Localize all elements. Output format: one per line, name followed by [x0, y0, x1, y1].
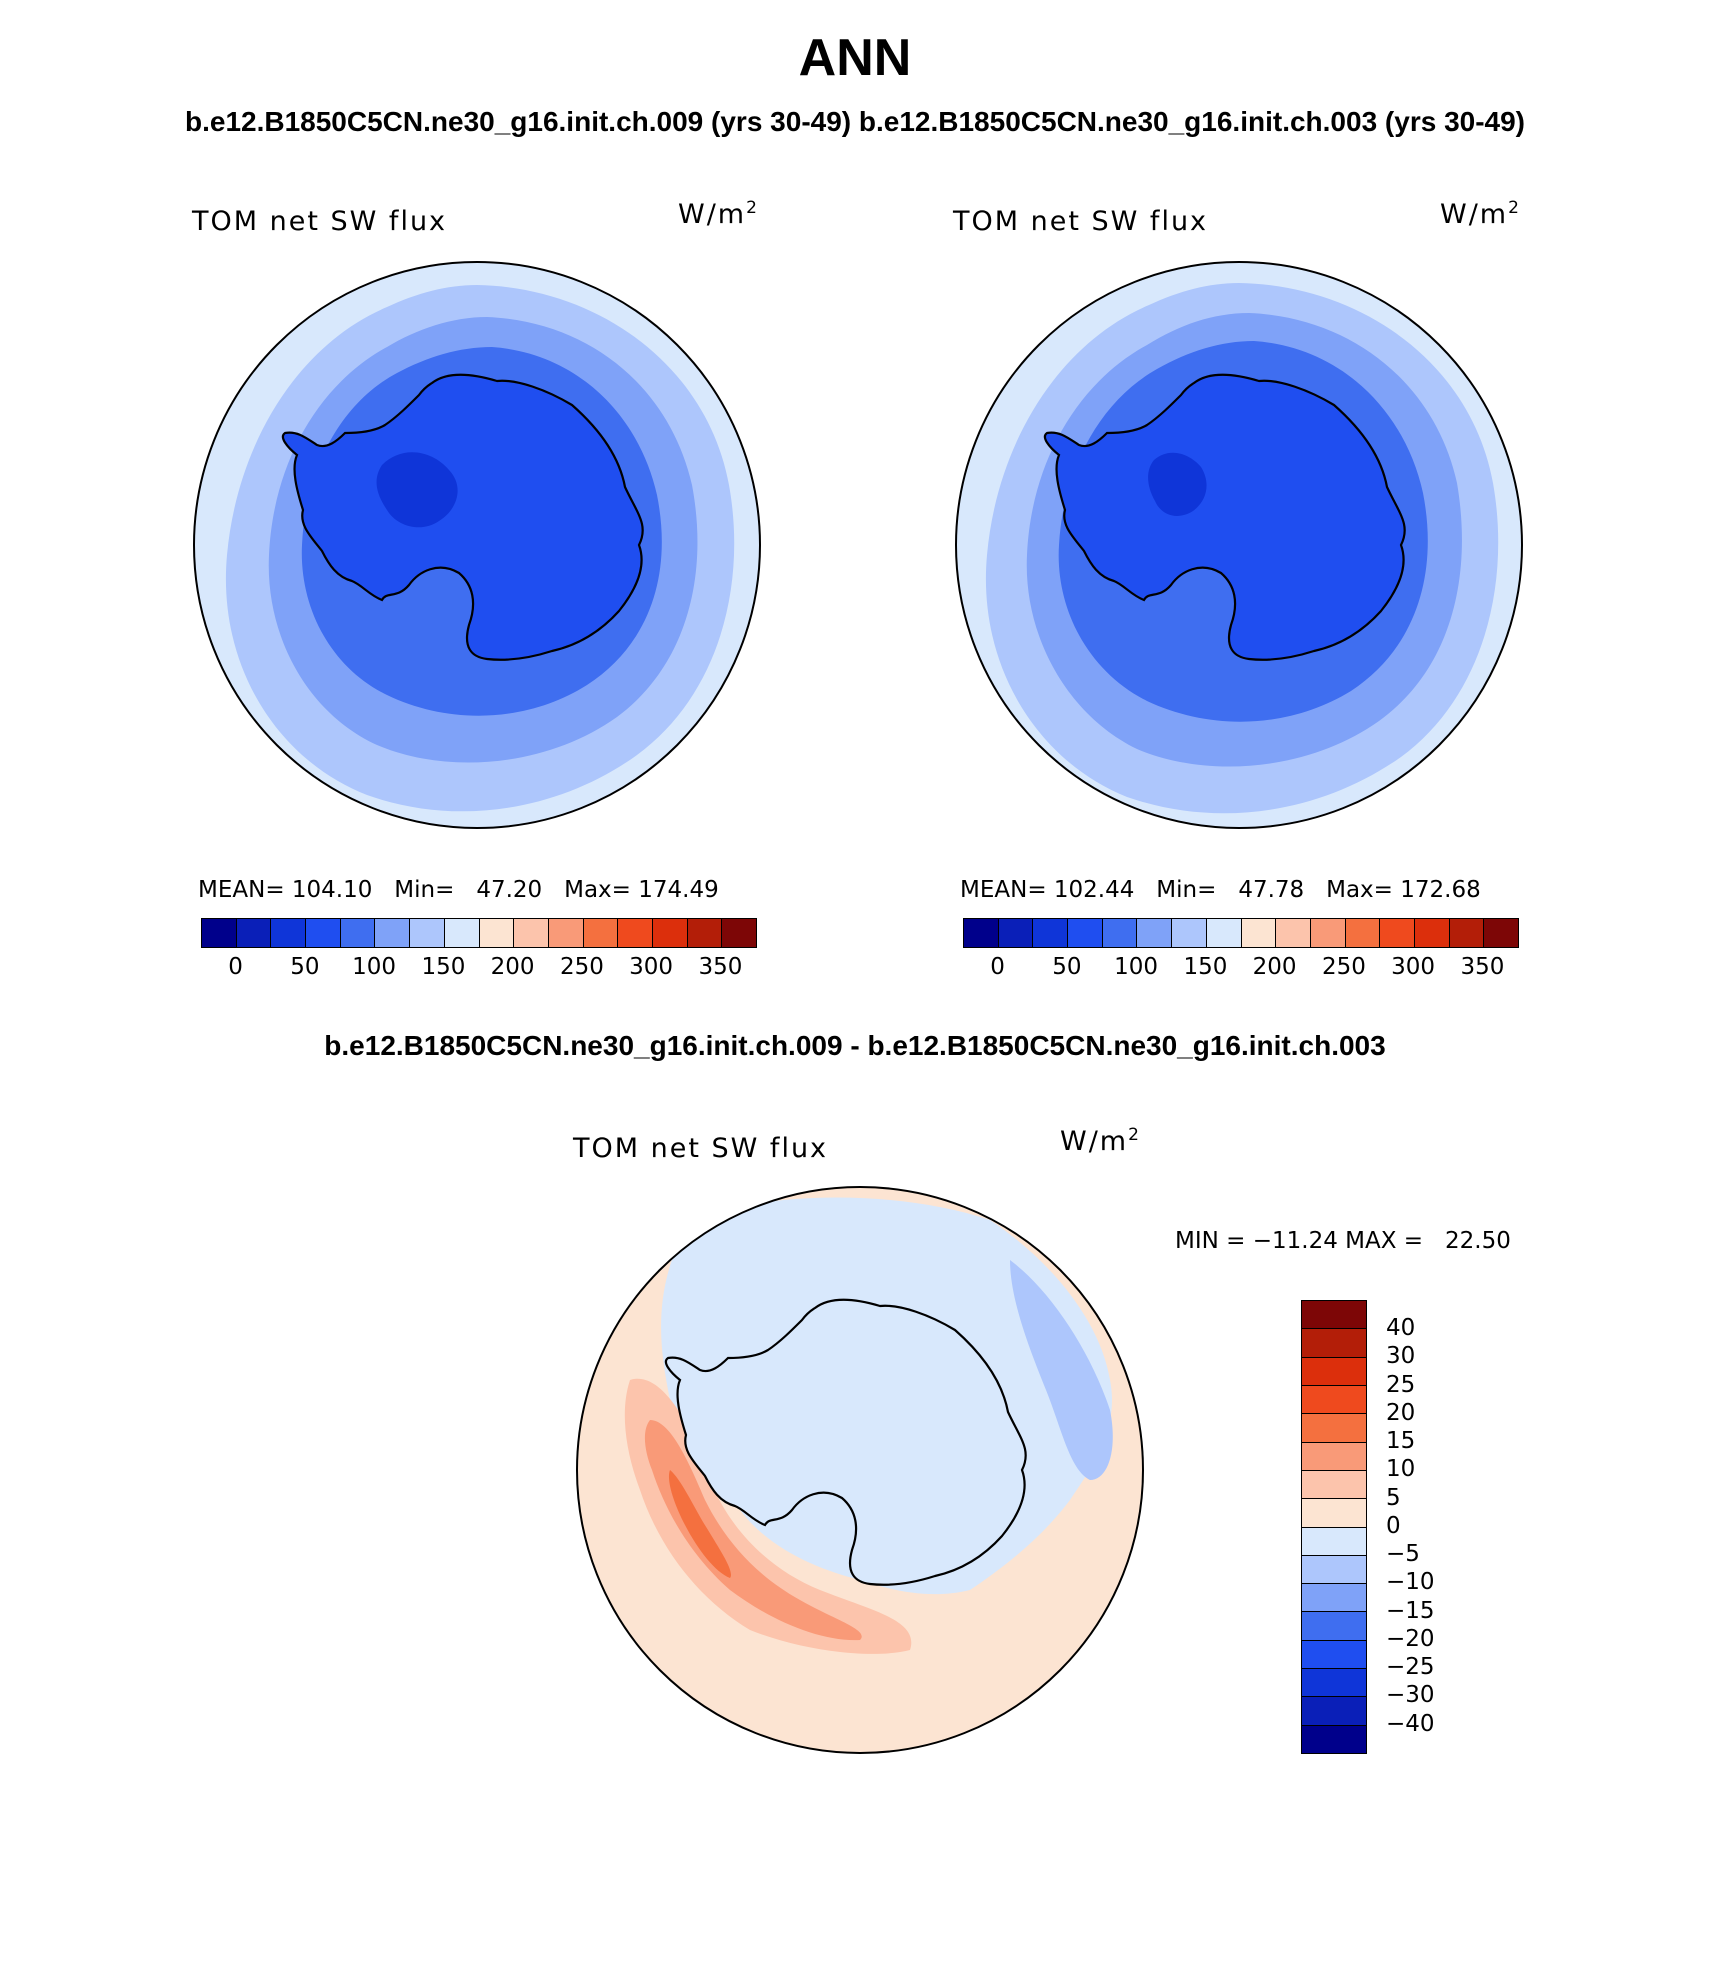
tick-label: 300 [629, 954, 674, 980]
tick-label: 200 [1252, 954, 1297, 980]
antarctica-outline [664, 1298, 1027, 1586]
tick-label: 100 [352, 954, 397, 980]
tick-label: −5 [1386, 1541, 1420, 1567]
left-units-label: W/m2 [678, 198, 759, 230]
tick-label: −25 [1386, 1654, 1435, 1680]
tick-label: 100 [1114, 954, 1159, 980]
tick-label: 250 [559, 954, 604, 980]
left-polar-map [193, 261, 761, 829]
diff-colorbar [1301, 1300, 1367, 1754]
right-units-label: W/m2 [1440, 198, 1521, 230]
tick-label: −10 [1386, 1569, 1435, 1595]
run-titles: b.e12.B1850C5CN.ne30_g16.init.ch.009 (yr… [184, 106, 1526, 137]
tick-label: 250 [1321, 954, 1366, 980]
tick-label: 150 [1183, 954, 1228, 980]
tick-label: 350 [1460, 954, 1505, 980]
figure-title: ANN [798, 29, 912, 87]
difference-title: b.e12.B1850C5CN.ne30_g16.init.ch.009 - b… [324, 1030, 1386, 1061]
tick-label: −20 [1386, 1626, 1435, 1652]
diff-band-neg10-neg5 [1010, 1260, 1113, 1480]
left-variable-label: TOM net SW flux [192, 206, 448, 237]
tick-label: 300 [1391, 954, 1436, 980]
left-colorbar [201, 918, 757, 948]
left-stats: MEAN= 104.10 Min= 47.20 Max= 174.49 [198, 877, 719, 903]
difference-polar-map [576, 1186, 1144, 1754]
tick-label: −30 [1386, 1682, 1435, 1708]
tick-label: 25 [1386, 1372, 1416, 1398]
right-colorbar [963, 918, 1519, 948]
interior-low-region [1148, 452, 1207, 516]
tick-label: 50 [290, 954, 320, 980]
antarctica-outline [281, 373, 644, 661]
diff-stats: MIN = −11.24 MAX = 22.50 [1175, 1228, 1511, 1254]
tick-label: 50 [1052, 954, 1082, 980]
tick-label: 30 [1386, 1343, 1416, 1369]
tick-label: 0 [1386, 1513, 1401, 1539]
tick-label: 350 [698, 954, 743, 980]
tick-label: 0 [228, 954, 243, 980]
right-variable-label: TOM net SW flux [953, 206, 1209, 237]
diff-band-15-20 [668, 1470, 731, 1578]
diff-units-label: W/m2 [1060, 1125, 1141, 1157]
interior-low-region [376, 452, 458, 528]
tick-label: 200 [490, 954, 535, 980]
tick-label: 10 [1386, 1456, 1416, 1482]
left-colorbar-ticks: 0 50 100 150 200 250 300 350 [201, 954, 755, 984]
tick-label: 0 [990, 954, 1005, 980]
tick-label: −15 [1386, 1598, 1435, 1624]
right-colorbar-ticks: 0 50 100 150 200 250 300 350 [963, 954, 1517, 984]
tick-label: 15 [1386, 1428, 1416, 1454]
tick-label: 20 [1386, 1400, 1416, 1426]
diff-variable-label: TOM net SW flux [573, 1133, 829, 1164]
tick-label: 5 [1386, 1485, 1401, 1511]
tick-label: −40 [1386, 1711, 1435, 1737]
right-polar-map [955, 261, 1523, 829]
tick-label: 40 [1386, 1315, 1416, 1341]
tick-label: 150 [421, 954, 466, 980]
right-stats: MEAN= 102.44 Min= 47.78 Max= 172.68 [960, 877, 1481, 903]
antarctica-outline [1043, 373, 1406, 661]
